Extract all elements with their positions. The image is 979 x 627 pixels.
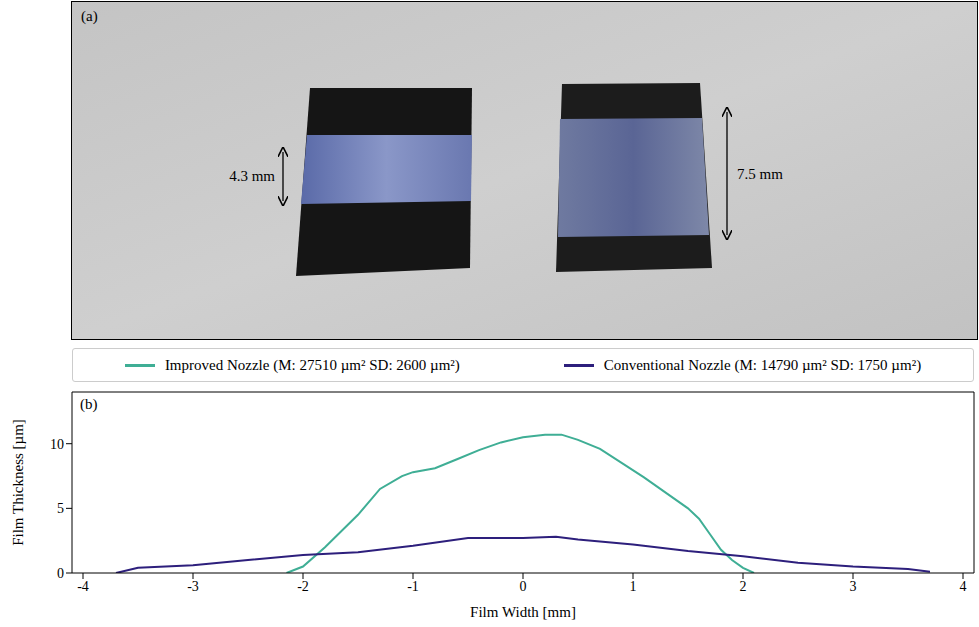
html-text:Improved Nozzle (M: 27510 µm²: Improved Nozzle (M: 27510 µm² SD: 2600 µ…	[164, 356, 460, 373]
svg-text:-4: -4	[77, 579, 89, 594]
svg-text:Film Width [mm]: Film Width [mm]	[470, 604, 576, 620]
svg-text:4: 4	[960, 579, 967, 594]
html-text:Conventional Nozzle (M: 14790: Conventional Nozzle (M: 14790 µm² SD: 17…	[603, 356, 922, 373]
svg-text:0: 0	[57, 566, 64, 581]
svg-text:7.5 mm: 7.5 mm	[737, 166, 783, 182]
svg-text:-3: -3	[187, 579, 199, 594]
svg-text:Film Thickness [µm]: Film Thickness [µm]	[10, 419, 26, 546]
svg-text:2: 2	[740, 579, 747, 594]
html-text:(b): (b)	[80, 396, 98, 412]
svg-text:-2: -2	[297, 579, 309, 594]
svg-text:4.3 mm: 4.3 mm	[229, 168, 275, 184]
svg-text:-1: -1	[407, 579, 419, 594]
svg-text:3: 3	[850, 579, 857, 594]
svg-text:10: 10	[50, 437, 64, 452]
svg-text:(a): (a)	[81, 8, 98, 25]
svg-text:5: 5	[57, 501, 64, 516]
svg-text:1: 1	[630, 579, 637, 594]
svg-text:0: 0	[520, 579, 527, 594]
